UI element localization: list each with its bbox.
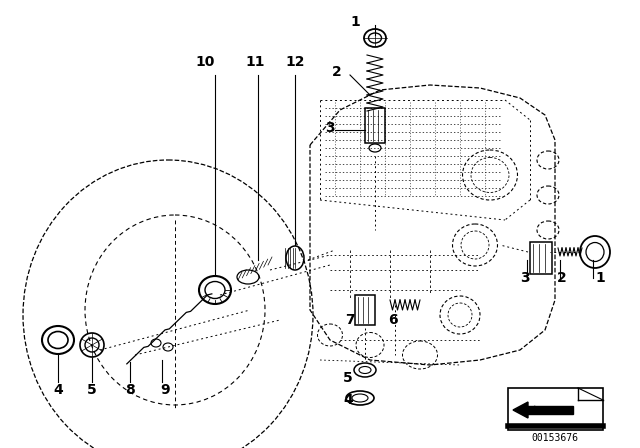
- Text: 11: 11: [245, 55, 265, 69]
- Text: 4: 4: [53, 383, 63, 397]
- Bar: [530, 242, 552, 274]
- Polygon shape: [513, 402, 528, 418]
- Text: 5: 5: [87, 383, 97, 397]
- Text: 3: 3: [325, 121, 335, 135]
- Polygon shape: [523, 406, 573, 414]
- Text: 9: 9: [160, 383, 170, 397]
- Text: 5: 5: [343, 371, 353, 385]
- Text: 10: 10: [195, 55, 214, 69]
- Text: 00153676: 00153676: [531, 433, 579, 443]
- Bar: [508, 388, 603, 430]
- Bar: [355, 295, 375, 325]
- Text: 1: 1: [350, 15, 360, 29]
- Text: 3: 3: [520, 271, 530, 285]
- Text: 6: 6: [388, 313, 398, 327]
- Text: 2: 2: [332, 65, 342, 79]
- Text: 2: 2: [557, 271, 567, 285]
- Text: 8: 8: [125, 383, 135, 397]
- Text: 7: 7: [345, 313, 355, 327]
- Text: 1: 1: [595, 271, 605, 285]
- Text: 12: 12: [285, 55, 305, 69]
- Bar: [365, 108, 385, 143]
- Text: 4: 4: [343, 393, 353, 407]
